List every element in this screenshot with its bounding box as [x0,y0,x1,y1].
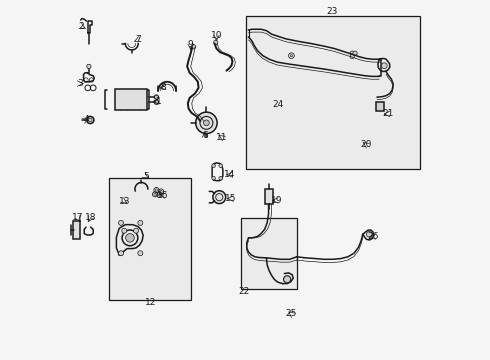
Circle shape [213,191,226,203]
Text: 16: 16 [157,190,169,199]
Text: 22: 22 [239,287,250,296]
Circle shape [203,120,209,126]
Bar [73,221,80,239]
Text: 18: 18 [85,213,97,222]
Circle shape [350,51,354,55]
Circle shape [192,45,196,49]
Circle shape [284,276,291,283]
Bar [115,89,147,111]
Text: 9: 9 [188,40,194,49]
Circle shape [212,176,215,180]
Circle shape [219,164,222,167]
Text: 5: 5 [143,172,148,181]
Text: 1: 1 [156,97,161,106]
Text: 17: 17 [72,213,84,222]
Circle shape [289,53,294,59]
Circle shape [87,64,91,68]
Circle shape [138,220,143,225]
Text: 25: 25 [286,310,297,319]
Text: 6: 6 [202,131,208,140]
Circle shape [122,228,127,233]
Circle shape [353,51,357,55]
Circle shape [138,251,143,256]
Circle shape [196,112,217,134]
Text: 4: 4 [83,115,89,124]
Text: 10: 10 [211,31,222,40]
Bar [242,217,297,289]
Text: 12: 12 [145,298,156,307]
Text: 14: 14 [224,170,236,179]
Text: 24: 24 [272,100,284,109]
Circle shape [214,40,218,45]
Circle shape [212,164,215,167]
Circle shape [126,234,134,242]
Bar [245,16,420,169]
Circle shape [350,54,354,59]
Circle shape [119,251,123,256]
Text: 20: 20 [360,140,371,149]
Circle shape [134,228,139,233]
Circle shape [119,220,123,225]
Text: 7: 7 [135,36,141,45]
Text: 23: 23 [326,7,338,16]
Text: 3: 3 [77,79,83,88]
Text: 26: 26 [367,232,379,241]
Circle shape [154,100,159,104]
Text: 13: 13 [119,197,130,206]
Text: 19: 19 [271,196,283,205]
Circle shape [87,116,94,123]
Text: 21: 21 [382,109,393,118]
Text: 15: 15 [225,194,237,203]
Circle shape [381,63,387,68]
Bar [109,178,192,300]
Text: 11: 11 [216,132,227,141]
Bar [376,103,384,111]
Bar [265,189,272,204]
Circle shape [219,176,222,180]
Circle shape [154,95,159,99]
Text: 8: 8 [161,83,167,92]
Text: 2: 2 [78,22,84,31]
Circle shape [367,231,372,237]
